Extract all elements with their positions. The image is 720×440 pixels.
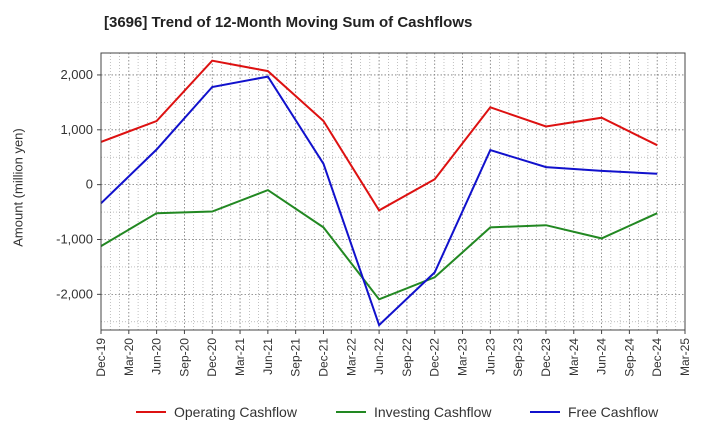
legend-item-operating-cashflow: Operating Cashflow: [136, 404, 297, 420]
x-tick-label: Dec-20: [205, 338, 219, 377]
y-tick-label: 0: [86, 177, 93, 192]
x-tick-label: Dec-24: [650, 338, 664, 377]
legend-item-investing-cashflow: Investing Cashflow: [336, 404, 492, 420]
x-tick-label: Jun-23: [483, 338, 497, 375]
x-tick-label: Dec-22: [428, 338, 442, 377]
legend-item-free-cashflow: Free Cashflow: [530, 404, 658, 420]
legend-label-free: Free Cashflow: [568, 404, 659, 420]
x-tick-label: Jun-20: [150, 338, 164, 375]
legend-label-operating: Operating Cashflow: [174, 404, 297, 420]
y-tick-label: -1,000: [56, 231, 93, 246]
legend-swatch-investing: [336, 411, 366, 413]
y-tick-label: 2,000: [60, 67, 93, 82]
x-tick-label: Jun-21: [261, 338, 275, 375]
x-tick-label: Sep-24: [622, 338, 636, 377]
x-tick-label: Mar-20: [122, 338, 136, 376]
x-tick-label: Mar-23: [456, 338, 470, 376]
plot-frame: [100, 52, 686, 331]
x-tick-label: Mar-24: [567, 338, 581, 376]
plot-background: [101, 53, 685, 330]
y-tick-label: -2,000: [56, 286, 93, 301]
x-tick-label: Sep-22: [400, 338, 414, 377]
x-tick-label: Mar-21: [233, 338, 247, 376]
x-tick-label: Jun-22: [372, 338, 386, 375]
x-tick-label: Mar-25: [678, 338, 692, 376]
x-tick-label: Mar-22: [344, 338, 358, 376]
series-lines: [100, 59, 658, 327]
x-tick-label: Dec-23: [539, 338, 553, 377]
legend-swatch-free: [530, 411, 560, 413]
axes: 2,000 1,000 0 -1,000 -2,000 Dec-19 Mar-20 Jun-2…: [56, 52, 692, 377]
x-tick-label: Dec-21: [316, 338, 330, 377]
x-tick-label: Sep-21: [289, 338, 303, 377]
legend: Operating Cashflow Investing Cashflow Fr…: [0, 404, 720, 426]
x-tick-label: Dec-19: [94, 338, 108, 377]
legend-label-investing: Investing Cashflow: [374, 404, 492, 420]
x-tick-label: Jun-24: [595, 338, 609, 375]
x-tick-label: Sep-20: [177, 338, 191, 377]
chart-title: [3696] Trend of 12-Month Moving Sum of C…: [104, 14, 473, 31]
y-tick-label: 1,000: [60, 122, 93, 137]
legend-swatch-operating: [136, 411, 166, 413]
x-tick-label: Sep-23: [511, 338, 525, 377]
